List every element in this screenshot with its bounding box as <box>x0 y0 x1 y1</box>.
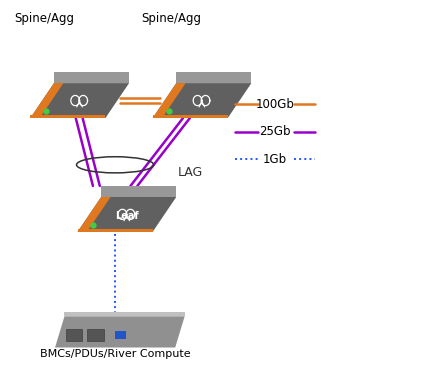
Polygon shape <box>30 115 105 118</box>
Text: Spine/Agg: Spine/Agg <box>14 12 74 25</box>
Polygon shape <box>66 329 82 341</box>
Text: Spine/Agg: Spine/Agg <box>141 12 201 25</box>
Polygon shape <box>176 72 251 83</box>
Polygon shape <box>64 312 184 316</box>
Polygon shape <box>55 316 184 347</box>
Polygon shape <box>115 332 126 339</box>
Text: 1Gb: 1Gb <box>263 153 287 166</box>
Text: 25Gb: 25Gb <box>259 125 291 138</box>
Polygon shape <box>87 329 104 341</box>
Text: 100Gb: 100Gb <box>256 98 295 111</box>
Polygon shape <box>152 83 186 118</box>
Polygon shape <box>30 83 64 118</box>
Polygon shape <box>78 229 152 232</box>
Polygon shape <box>152 115 228 118</box>
Polygon shape <box>78 197 111 232</box>
Polygon shape <box>152 83 251 118</box>
Polygon shape <box>78 197 176 232</box>
Text: LAG: LAG <box>178 166 203 179</box>
Text: Leaf: Leaf <box>115 211 139 221</box>
Polygon shape <box>54 72 129 83</box>
Polygon shape <box>101 186 176 197</box>
Polygon shape <box>30 83 129 118</box>
Text: BMCs/PDUs/River Compute: BMCs/PDUs/River Compute <box>40 349 191 359</box>
